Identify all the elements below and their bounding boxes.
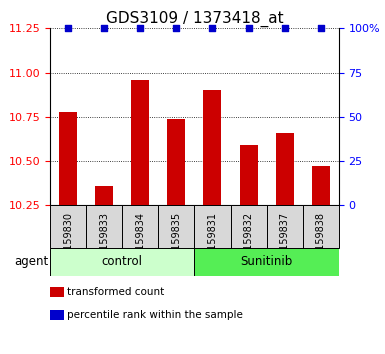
Bar — [203, 90, 221, 205]
Text: GSM159837: GSM159837 — [280, 212, 290, 271]
Text: percentile rank within the sample: percentile rank within the sample — [67, 310, 243, 320]
Bar — [122, 205, 158, 248]
Point — [101, 25, 107, 31]
Bar — [231, 205, 266, 248]
Text: transformed count: transformed count — [67, 287, 165, 297]
Text: GSM159838: GSM159838 — [316, 212, 326, 271]
Bar — [194, 248, 339, 276]
Bar — [59, 112, 77, 205]
Title: GDS3109 / 1373418_at: GDS3109 / 1373418_at — [105, 11, 283, 27]
Bar — [266, 205, 303, 248]
Text: agent: agent — [14, 256, 48, 268]
Point — [173, 25, 179, 31]
Point — [65, 25, 71, 31]
Point — [137, 25, 143, 31]
Bar — [131, 80, 149, 205]
Bar — [239, 145, 258, 205]
Text: GSM159832: GSM159832 — [244, 212, 254, 271]
Text: GSM159834: GSM159834 — [135, 212, 145, 271]
Text: Sunitinib: Sunitinib — [241, 256, 293, 268]
Point — [318, 25, 324, 31]
Bar — [50, 248, 194, 276]
Bar — [167, 119, 186, 205]
Bar — [303, 205, 339, 248]
Bar — [86, 205, 122, 248]
Text: GSM159831: GSM159831 — [208, 212, 218, 271]
Text: GSM159833: GSM159833 — [99, 212, 109, 271]
Bar — [95, 186, 113, 205]
Text: GSM159830: GSM159830 — [63, 212, 73, 271]
Text: GSM159835: GSM159835 — [171, 212, 181, 271]
Bar — [312, 166, 330, 205]
Bar — [276, 133, 294, 205]
Bar — [50, 205, 86, 248]
Point — [209, 25, 216, 31]
Bar — [194, 205, 231, 248]
Point — [281, 25, 288, 31]
Point — [246, 25, 252, 31]
Text: control: control — [102, 256, 143, 268]
Bar — [158, 205, 194, 248]
